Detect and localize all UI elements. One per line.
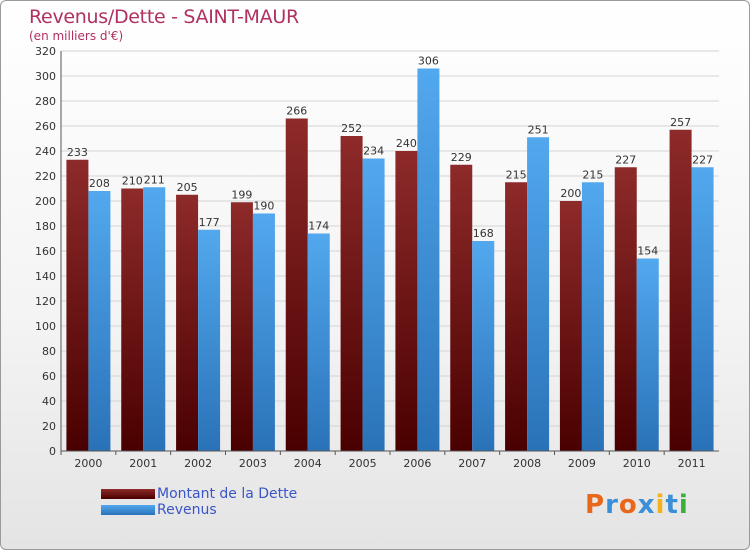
data-label-dette: 210 [122,175,143,188]
bar-revenus [636,258,659,451]
x-tick-label: 2006 [403,457,431,470]
data-label-revenus: 211 [144,173,165,186]
bar-revenus [581,182,604,451]
x-tick-label: 2002 [184,457,212,470]
y-tick-label: 40 [42,395,56,408]
y-tick-label: 60 [42,370,56,383]
data-label-dette: 215 [506,168,527,181]
bar-revenus [307,233,330,451]
data-label-revenus: 168 [473,227,494,240]
bar-dette [176,194,199,451]
data-label-revenus: 177 [199,216,220,229]
bar-revenus [252,213,275,451]
y-tick-label: 0 [49,445,56,458]
x-tick-label: 2008 [513,457,541,470]
legend-label-dette: Montant de la Dette [157,486,298,502]
logo-letter: i [655,490,666,520]
data-label-dette: 227 [615,153,636,166]
logo-letter: i [678,490,689,520]
y-tick-label: 320 [35,45,56,58]
x-tick-label: 2004 [294,457,322,470]
bar-dette [614,167,637,451]
bar-dette [66,159,89,451]
logo-letter: P [585,490,606,520]
chart-title: Revenus/Dette - SAINT-MAUR [29,6,299,28]
data-label-dette: 257 [670,116,691,129]
data-label-revenus: 251 [528,123,549,136]
logo-letter: x [637,490,656,520]
data-label-dette: 205 [177,181,198,194]
y-tick-label: 280 [35,95,56,108]
legend-swatch-revenus [101,505,155,515]
y-tick-label: 20 [42,420,56,433]
x-tick-label: 2001 [129,457,157,470]
x-tick-label: 2011 [678,457,706,470]
bar-dette [669,129,692,451]
bar-dette [285,118,308,451]
y-tick-label: 120 [35,295,56,308]
x-tick-label: 2000 [74,457,102,470]
bar-revenus [143,187,166,451]
bar-dette [559,201,582,451]
y-tick-label: 140 [35,270,56,283]
chart-subtitle: (en milliers d'€) [29,29,124,43]
y-tick-label: 200 [35,195,56,208]
y-tick-label: 180 [35,220,56,233]
bar-revenus [198,229,221,451]
proxiti-logo: Proxiti [585,490,689,520]
bar-dette [121,188,144,451]
bar-revenus [417,68,440,451]
bar-dette [505,182,528,451]
data-label-revenus: 215 [582,168,603,181]
y-tick-label: 240 [35,145,56,158]
data-label-revenus: 208 [89,177,110,190]
data-label-revenus: 174 [308,220,329,233]
bar-dette [230,202,253,451]
y-tick-label: 220 [35,170,56,183]
data-label-revenus: 306 [418,55,439,68]
bar-dette [395,151,418,451]
data-label-dette: 200 [560,187,581,200]
y-tick-label: 160 [35,245,56,258]
legend-label-revenus: Revenus [157,502,217,518]
data-label-dette: 233 [67,146,88,159]
y-tick-label: 80 [42,345,56,358]
data-label-revenus: 227 [692,153,713,166]
bar-revenus [527,137,550,451]
x-tick-label: 2010 [623,457,651,470]
bar-dette [340,136,363,451]
legend-swatch-dette [101,489,155,499]
bar-dette [450,164,473,451]
bar-revenus [691,167,714,451]
data-label-dette: 240 [396,137,417,150]
data-label-dette: 252 [341,122,362,135]
y-tick-label: 260 [35,120,56,133]
y-tick-label: 300 [35,70,56,83]
data-label-revenus: 190 [253,200,274,213]
axis-layer: 0 20 40 60 80 100 120 140 160 180 200 220 240 260 280 3… [35,45,719,470]
bar-revenus [88,191,111,451]
bars-layer [66,68,714,451]
x-tick-label: 2009 [568,457,596,470]
logo-letter: o [618,490,638,520]
x-tick-label: 2005 [349,457,377,470]
bar-revenus [362,158,385,451]
data-label-dette: 229 [451,151,472,164]
data-label-revenus: 154 [637,245,658,258]
logo-letter: r [605,490,619,520]
x-tick-label: 2007 [458,457,486,470]
grid-layer [61,50,719,452]
data-label-revenus: 234 [363,145,384,158]
data-label-dette: 199 [231,188,252,201]
x-tick-label: 2003 [239,457,267,470]
logo-letter: t [665,490,679,520]
bar-revenus [472,241,495,451]
data-label-dette: 266 [286,105,307,118]
y-tick-label: 100 [35,320,56,333]
